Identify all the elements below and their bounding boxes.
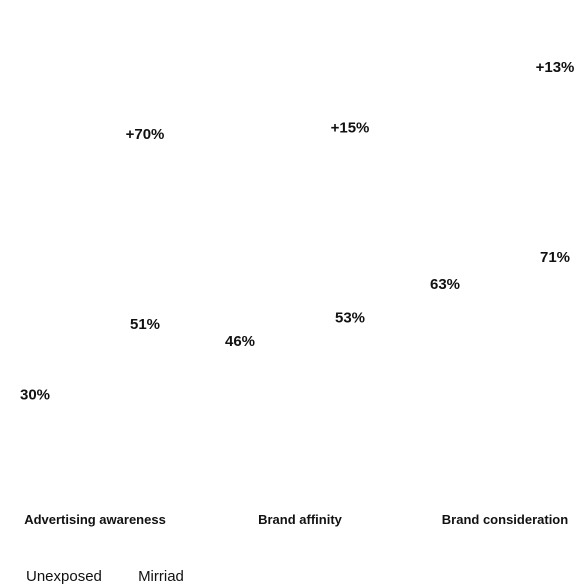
value-label-unexposed-2: 63% <box>430 276 460 293</box>
lift-labels-layer: +70% +15% +13% <box>126 59 575 143</box>
bar-unexposed-2 <box>410 283 480 495</box>
category-label-0: Advertising awareness <box>24 512 166 527</box>
legend-item-unexposed: Unexposed <box>26 568 102 585</box>
value-labels-layer: 30% 51% 46% 53% 63% 71% <box>20 249 570 403</box>
legend-item-mirriad: Mirriad <box>138 568 184 585</box>
category-label-1: Brand affinity <box>258 512 343 527</box>
legend: Unexposed Mirriad <box>26 568 216 585</box>
lift-label-0: +70% <box>126 126 165 143</box>
bar-unexposed-1 <box>205 340 275 495</box>
bar-mirriad-0 <box>110 324 180 495</box>
lift-label-2: +13% <box>536 59 575 76</box>
bar-unexposed-0 <box>0 394 70 495</box>
value-label-mirriad-1: 53% <box>335 309 365 326</box>
bar-mirriad-1 <box>315 317 385 495</box>
value-label-mirriad-2: 71% <box>540 249 570 266</box>
value-label-unexposed-1: 46% <box>225 333 255 350</box>
bar-mirriad-2 <box>520 257 586 495</box>
bars-layer <box>0 257 586 495</box>
value-label-mirriad-0: 51% <box>130 316 160 333</box>
category-labels-layer: Advertising awareness Brand affinity Brand… <box>24 512 568 527</box>
value-label-unexposed-0: 30% <box>20 387 50 404</box>
category-label-2: Brand consideration <box>442 512 568 527</box>
lift-label-1: +15% <box>331 119 370 136</box>
